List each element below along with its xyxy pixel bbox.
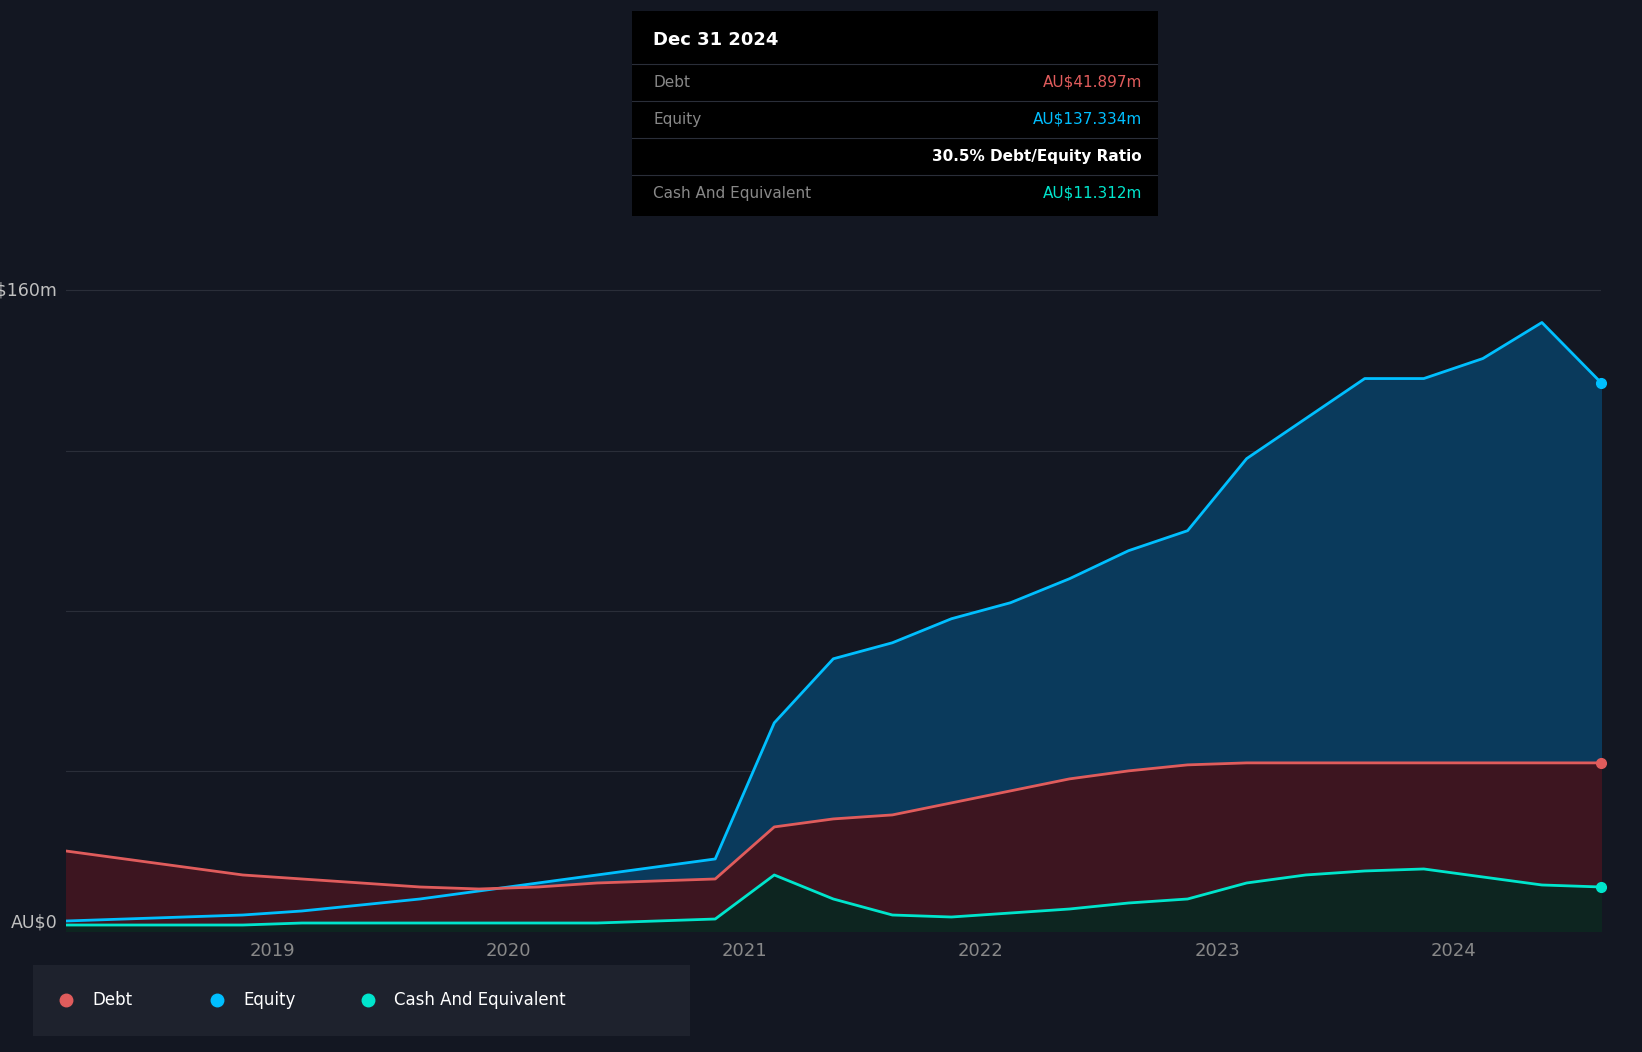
Text: AU$160m: AU$160m — [0, 282, 57, 300]
Text: AU$11.312m: AU$11.312m — [1043, 185, 1141, 201]
Text: Cash And Equivalent: Cash And Equivalent — [654, 185, 811, 201]
Text: AU$137.334m: AU$137.334m — [1033, 112, 1141, 126]
Text: AU$0: AU$0 — [11, 913, 57, 931]
Text: Debt: Debt — [92, 991, 131, 1010]
Text: Equity: Equity — [654, 112, 701, 126]
Text: AU$41.897m: AU$41.897m — [1043, 75, 1141, 89]
Text: Debt: Debt — [654, 75, 690, 89]
Text: Equity: Equity — [243, 991, 296, 1010]
Text: Dec 31 2024: Dec 31 2024 — [654, 31, 778, 49]
Text: Cash And Equivalent: Cash And Equivalent — [394, 991, 566, 1010]
Text: 30.5% Debt/Equity Ratio: 30.5% Debt/Equity Ratio — [933, 148, 1141, 164]
